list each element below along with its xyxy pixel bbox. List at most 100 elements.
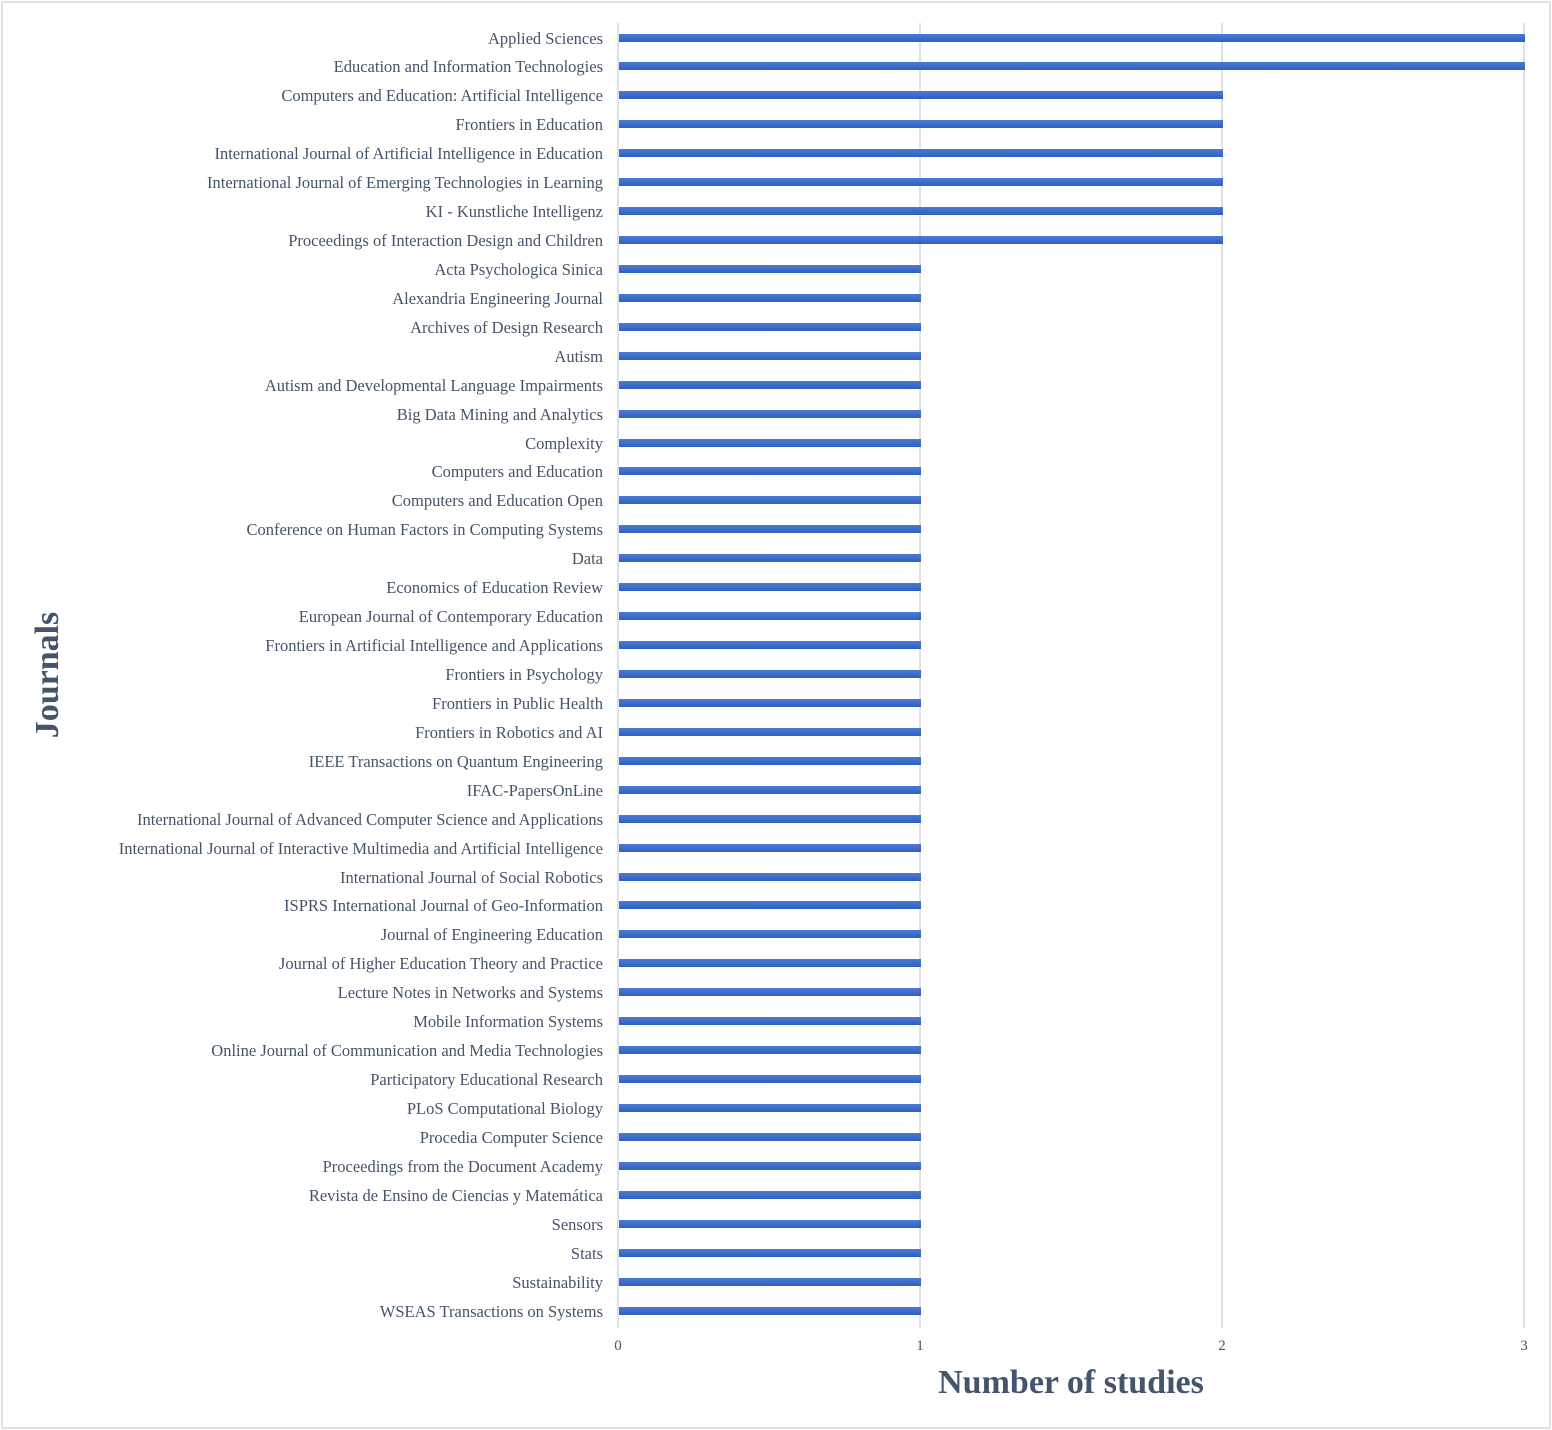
bar[interactable]: [619, 62, 1525, 71]
category-label: Frontiers in Robotics and AI: [415, 722, 603, 742]
bar-row: Economics of Education Review: [0, 573, 1552, 602]
bar[interactable]: [619, 1075, 921, 1084]
bar[interactable]: [619, 322, 921, 331]
bar-row: Online Journal of Communication and Medi…: [0, 1036, 1552, 1065]
bar[interactable]: [619, 1277, 921, 1286]
y-axis-line: [617, 23, 619, 1328]
bar[interactable]: [619, 351, 921, 360]
bar-row: Alexandria Engineering Journal: [0, 284, 1552, 313]
bar-row: European Journal of Contemporary Educati…: [0, 602, 1552, 631]
category-label: International Journal of Advanced Comput…: [137, 809, 603, 829]
bar[interactable]: [619, 872, 921, 881]
bar-row: Proceedings of Interaction Design and Ch…: [0, 226, 1552, 255]
bar-row: Sustainability: [0, 1268, 1552, 1297]
bar[interactable]: [619, 207, 1223, 216]
bar[interactable]: [619, 756, 921, 765]
category-label: Big Data Mining and Analytics: [396, 404, 603, 424]
bar[interactable]: [619, 1161, 921, 1170]
x-tick-label: 1: [916, 1338, 924, 1354]
bar[interactable]: [619, 843, 921, 852]
x-tick-label: 2: [1218, 1338, 1226, 1354]
category-label: Frontiers in Education: [455, 115, 603, 135]
bar-row: Journal of Engineering Education: [0, 920, 1552, 949]
bar-row: Data: [0, 544, 1552, 573]
category-label: Mobile Information Systems: [413, 1012, 603, 1032]
bar[interactable]: [619, 988, 921, 997]
bar[interactable]: [619, 1219, 921, 1228]
bar-row: Proceedings from the Document Academy: [0, 1152, 1552, 1181]
bar[interactable]: [619, 264, 921, 273]
bar[interactable]: [619, 293, 921, 302]
category-label: Proceedings of Interaction Design and Ch…: [288, 231, 603, 251]
bar[interactable]: [619, 438, 921, 447]
category-label: Online Journal of Communication and Medi…: [211, 1041, 603, 1061]
bar[interactable]: [619, 930, 921, 939]
category-label: European Journal of Contemporary Educati…: [298, 607, 603, 627]
bar-row: International Journal of Emerging Techno…: [0, 168, 1552, 197]
bar[interactable]: [619, 1132, 921, 1141]
x-axis-title: Number of studies: [938, 1364, 1204, 1401]
bar[interactable]: [619, 236, 1223, 245]
category-label: WSEAS Transactions on Systems: [379, 1301, 603, 1321]
bar-row: PLoS Computational Biology: [0, 1094, 1552, 1123]
category-label: Archives of Design Research: [410, 317, 603, 337]
category-label: Applied Sciences: [487, 28, 603, 48]
bar[interactable]: [619, 1306, 921, 1315]
category-label: Sustainability: [512, 1272, 603, 1292]
bar[interactable]: [619, 467, 921, 476]
bar[interactable]: [619, 1017, 921, 1026]
bar[interactable]: [619, 698, 921, 707]
bar[interactable]: [619, 612, 921, 621]
category-label: Computers and Education: [431, 462, 603, 482]
bar-row: KI - Kunstliche Intelligenz: [0, 197, 1552, 226]
bar[interactable]: [619, 583, 921, 592]
bar[interactable]: [619, 901, 921, 910]
category-label: Education and Information Technologies: [333, 57, 603, 77]
bar[interactable]: [619, 1103, 921, 1112]
category-label: Frontiers in Public Health: [432, 693, 603, 713]
bar[interactable]: [619, 1248, 921, 1257]
category-label: Autism and Developmental Language Impair…: [264, 375, 603, 395]
category-label: Journal of Higher Education Theory and P…: [278, 954, 603, 974]
bar-row: Autism: [0, 342, 1552, 371]
gridline: [1221, 23, 1223, 1328]
category-label: Data: [571, 549, 603, 569]
bar[interactable]: [619, 1190, 921, 1199]
bar-row: Conference on Human Factors in Computing…: [0, 515, 1552, 544]
category-label: Participatory Educational Research: [370, 1070, 603, 1090]
bar-row: Journal of Higher Education Theory and P…: [0, 949, 1552, 978]
bar[interactable]: [619, 727, 921, 736]
category-label: IFAC-PapersOnLine: [466, 780, 603, 800]
bar-row: International Journal of Interactive Mul…: [0, 834, 1552, 863]
bar[interactable]: [619, 1046, 921, 1055]
category-label: KI - Kunstliche Intelligenz: [425, 202, 603, 222]
category-label: ISPRS International Journal of Geo-Infor…: [284, 896, 603, 916]
bar[interactable]: [619, 554, 921, 563]
bar-row: Archives of Design Research: [0, 313, 1552, 342]
bar-row: Education and Information Technologies: [0, 52, 1552, 81]
bar[interactable]: [619, 670, 921, 678]
category-label: Alexandria Engineering Journal: [392, 288, 603, 308]
bar-row: IEEE Transactions on Quantum Engineering: [0, 747, 1552, 776]
bar-row: Participatory Educational Research: [0, 1065, 1552, 1094]
bar[interactable]: [619, 33, 1525, 42]
bar[interactable]: [619, 641, 921, 650]
bar[interactable]: [619, 178, 1223, 187]
bar[interactable]: [619, 525, 921, 534]
category-label: Economics of Education Review: [386, 578, 603, 598]
bar[interactable]: [619, 959, 921, 968]
bar[interactable]: [619, 409, 921, 418]
bar[interactable]: [619, 120, 1223, 129]
category-label: Proceedings from the Document Academy: [322, 1156, 603, 1176]
category-label: Revista de Ensino de Ciencias y Matemáti…: [308, 1185, 603, 1205]
bar[interactable]: [619, 814, 921, 823]
bar[interactable]: [619, 785, 921, 794]
category-label: Computers and Education Open: [391, 491, 603, 511]
bar[interactable]: [619, 496, 921, 505]
bar-row: International Journal of Social Robotics: [0, 863, 1552, 892]
bar[interactable]: [619, 149, 1223, 158]
bar-row: Computers and Education Open: [0, 486, 1552, 515]
bar[interactable]: [619, 91, 1223, 100]
bar[interactable]: [619, 380, 921, 389]
bar-row: Computers and Education: [0, 457, 1552, 486]
